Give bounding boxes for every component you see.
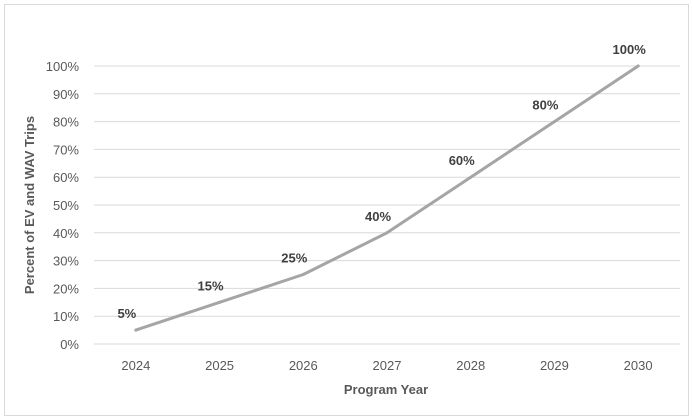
data-label: 40% (365, 209, 391, 224)
x-axis-title: Program Year (344, 382, 428, 397)
y-tick-label: 100% (46, 59, 80, 74)
x-tick-label: 2025 (205, 358, 234, 373)
data-point (134, 328, 138, 332)
data-point (218, 300, 222, 304)
data-point (636, 64, 640, 68)
y-tick-label: 0% (60, 337, 79, 352)
x-tick-label: 2029 (540, 358, 569, 373)
data-label: 80% (532, 98, 558, 113)
y-tick-label: 90% (53, 87, 79, 102)
data-point (385, 231, 389, 235)
data-point (469, 175, 473, 179)
data-labels: 5% 15% 25% 40% 60% 80% 100% (117, 42, 646, 321)
y-tick-label: 30% (53, 254, 79, 269)
y-tick-label: 70% (53, 142, 79, 157)
data-label: 100% (613, 42, 647, 57)
data-label: 25% (281, 251, 307, 266)
x-tick-label: 2030 (624, 358, 653, 373)
y-tick-label: 80% (53, 115, 79, 130)
y-tick-label: 50% (53, 198, 79, 213)
y-axis-title: Percent of EV and WAV Trips (22, 116, 37, 294)
data-label: 5% (117, 306, 136, 321)
series-group (134, 64, 640, 332)
y-tick-label: 10% (53, 309, 79, 324)
x-tick-label: 2026 (289, 358, 318, 373)
x-tick-label: 2027 (373, 358, 402, 373)
y-tick-label: 20% (53, 281, 79, 296)
data-point (301, 273, 305, 276)
x-tick-label: 2024 (121, 358, 150, 373)
data-label: 15% (198, 278, 224, 293)
x-axis-ticks: 2024 2025 2026 2027 2028 2029 2030 (121, 358, 652, 373)
gridlines (94, 65, 680, 345)
x-tick-label: 2028 (456, 358, 485, 373)
data-label: 60% (449, 153, 475, 168)
chart-area (4, 4, 689, 416)
y-tick-label: 60% (53, 170, 79, 185)
data-point (552, 120, 556, 124)
y-tick-label: 40% (53, 226, 79, 241)
y-axis-ticks: 0% 10% 20% 30% 40% 50% 60% 70% 80% 90% 100% (46, 59, 80, 352)
